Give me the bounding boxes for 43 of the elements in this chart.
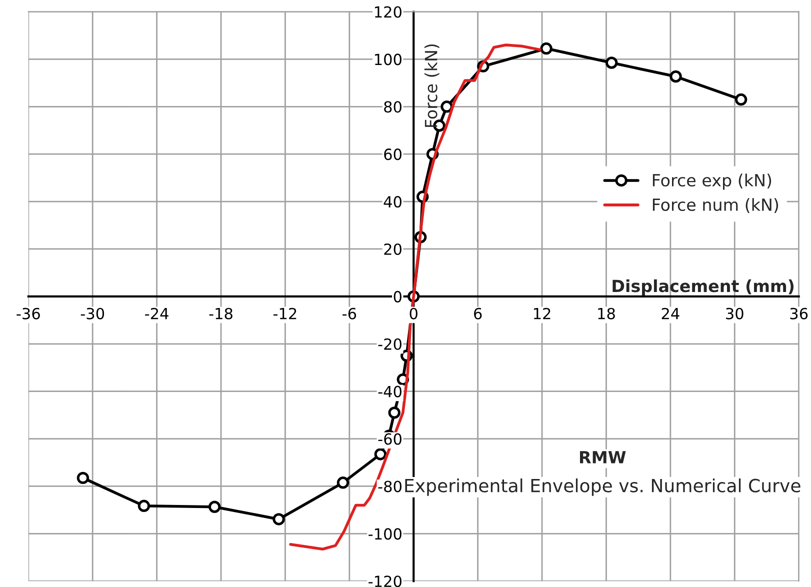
x-tick-label: -36 bbox=[16, 308, 40, 320]
x-tick-label: -12 bbox=[273, 308, 296, 320]
annotation: RMW bbox=[580, 451, 626, 464]
point bbox=[336, 476, 350, 489]
point bbox=[540, 42, 552, 55]
point bbox=[670, 70, 682, 83]
x-tick-label: 6 bbox=[474, 308, 482, 320]
y-tick-label: 40 bbox=[384, 196, 402, 208]
x-tick-label: 36 bbox=[790, 308, 808, 320]
x-tick-label: 30 bbox=[726, 308, 744, 320]
point bbox=[440, 100, 453, 113]
point bbox=[734, 93, 748, 106]
x-tick-label: -24 bbox=[145, 308, 168, 320]
point bbox=[208, 500, 221, 513]
point bbox=[605, 56, 618, 69]
y-tick-label: 60 bbox=[384, 148, 402, 160]
x-axis-title: Displacement (mm) bbox=[612, 279, 794, 296]
y-tick-label: 20 bbox=[384, 243, 402, 256]
x-tick-label: 0 bbox=[410, 308, 418, 320]
y-axis-title: Force (kN) bbox=[424, 44, 440, 127]
x-tick-label: 12 bbox=[534, 308, 550, 320]
legend-label: Force exp (kN) bbox=[652, 174, 772, 190]
y-tick-label: -100 bbox=[368, 528, 402, 540]
x-tick-label: -6 bbox=[342, 308, 356, 320]
legend-label: Force num (kN) bbox=[652, 198, 778, 213]
x-tick-label: 24 bbox=[662, 308, 680, 320]
point bbox=[388, 406, 400, 419]
point bbox=[272, 513, 285, 526]
y-tick-label: 100 bbox=[375, 54, 402, 66]
x-tick-label: -18 bbox=[209, 308, 232, 320]
y-tick-label: 120 bbox=[375, 6, 402, 18]
x-tick-label: -30 bbox=[80, 308, 104, 320]
y-tick-label: 80 bbox=[384, 101, 402, 113]
y-tick-label: -40 bbox=[378, 386, 402, 398]
x-tick-label: 18 bbox=[598, 308, 615, 320]
point bbox=[76, 472, 90, 484]
y-tick-label: 0 bbox=[394, 290, 402, 302]
y-tick-label: -120 bbox=[368, 576, 402, 587]
y-tick-label: -80 bbox=[378, 480, 402, 492]
point bbox=[138, 500, 150, 512]
point bbox=[374, 448, 387, 460]
annotation: Experimental Envelope vs. Numerical Curve bbox=[405, 478, 800, 496]
y-tick-label: -20 bbox=[378, 338, 402, 350]
